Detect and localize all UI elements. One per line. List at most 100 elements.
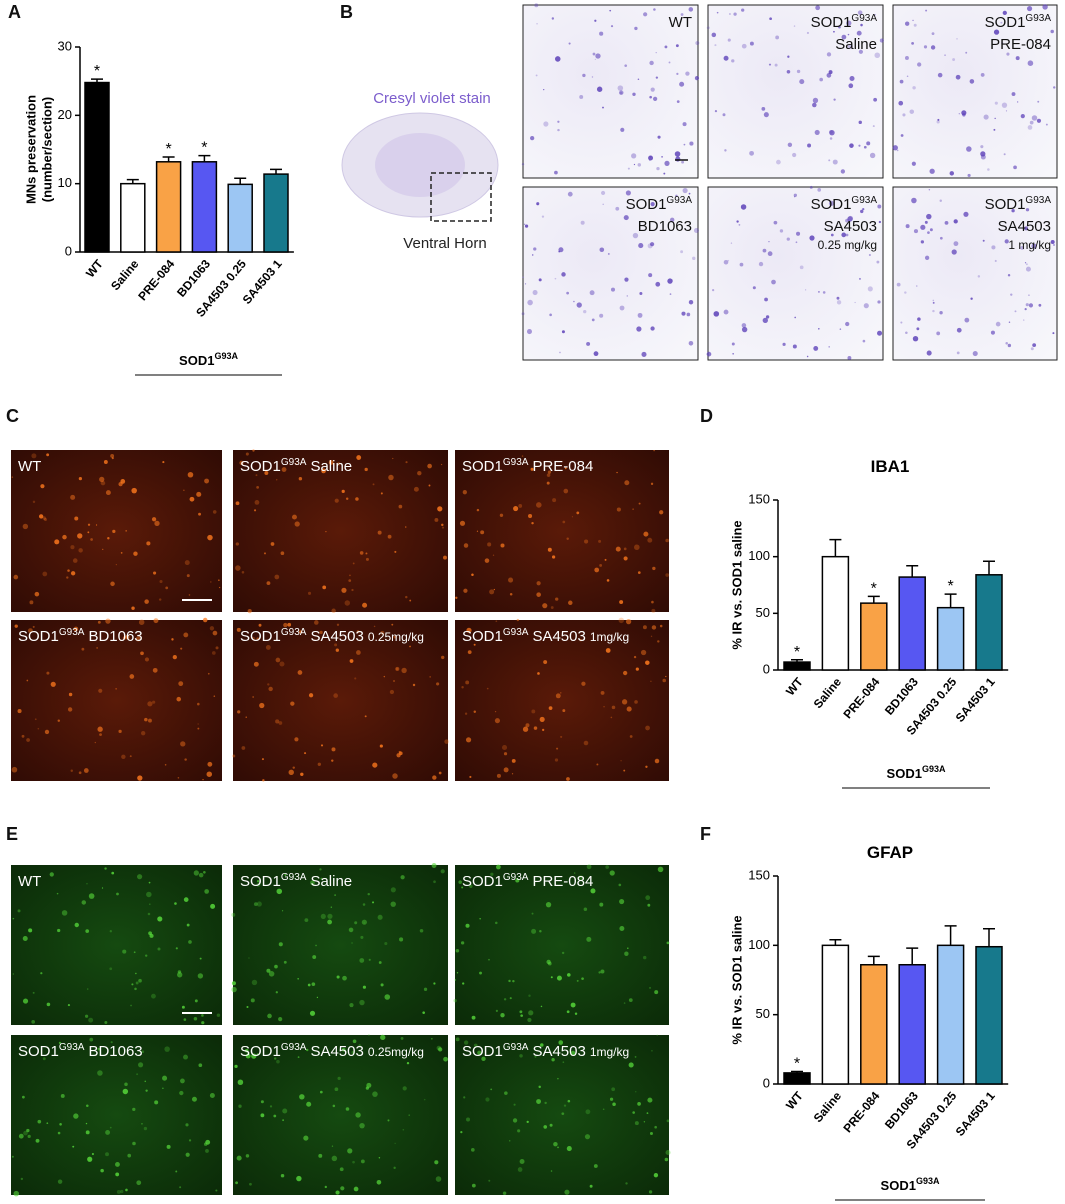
cell [937, 72, 943, 78]
micrograph [707, 4, 884, 179]
cell [818, 291, 820, 293]
cell [619, 91, 623, 95]
cell [651, 1050, 653, 1052]
cell [373, 625, 376, 628]
cell [730, 242, 733, 244]
cell [916, 327, 920, 331]
cell [508, 1140, 511, 1142]
cell [952, 58, 956, 62]
cell [105, 490, 111, 496]
cell [637, 1102, 641, 1106]
x-tick-label: WT [83, 256, 106, 280]
cell [731, 59, 735, 63]
cell [250, 998, 255, 1003]
cell [335, 648, 339, 652]
cell [188, 594, 191, 596]
cell [146, 891, 152, 898]
cell [661, 155, 663, 158]
panel-letter: A [8, 2, 21, 22]
cell [349, 1003, 354, 1008]
cell [345, 1107, 350, 1111]
cell [892, 145, 898, 151]
x-tick-label: PRE-084 [840, 675, 882, 722]
cell [967, 173, 971, 177]
cell [390, 887, 396, 893]
cell [297, 670, 303, 675]
cell [680, 250, 684, 254]
cell [380, 492, 383, 495]
cell [629, 735, 633, 738]
cell [463, 1040, 469, 1045]
significance: * [871, 580, 877, 597]
cell [794, 316, 797, 319]
cell [504, 1091, 508, 1095]
cell [358, 1044, 361, 1047]
cell [204, 889, 209, 894]
cell [171, 638, 174, 641]
cell [579, 95, 584, 99]
cell [266, 581, 271, 586]
cell [261, 758, 264, 761]
cell [1032, 343, 1037, 347]
cell [14, 624, 18, 628]
cell [596, 86, 603, 92]
micrograph [455, 450, 669, 612]
cell [695, 41, 700, 46]
cell [282, 1119, 284, 1122]
cell [463, 588, 468, 593]
cell [280, 551, 285, 556]
cell [522, 630, 525, 632]
cell [471, 1183, 476, 1188]
cell [521, 455, 524, 457]
cell [183, 632, 189, 638]
cell [595, 53, 601, 59]
label-sup: G93A [503, 1042, 529, 1053]
cell [560, 735, 563, 738]
cell [351, 588, 354, 592]
cell [645, 895, 651, 901]
group-label: SOD1G93A [887, 764, 946, 781]
cell [188, 1139, 192, 1142]
cell [980, 73, 985, 77]
cell [212, 510, 217, 514]
cell [731, 342, 735, 346]
cell [138, 978, 142, 983]
cell [642, 625, 647, 630]
cell [925, 9, 928, 12]
cell [912, 335, 919, 342]
cell [650, 326, 655, 331]
cell [676, 100, 680, 104]
cell [133, 951, 136, 954]
cell [522, 726, 529, 732]
cell [427, 463, 432, 469]
cell [716, 11, 719, 14]
cell [533, 726, 538, 730]
cell [96, 646, 99, 649]
cell [562, 709, 566, 713]
y-tick-label: 10 [58, 175, 72, 190]
cell [531, 928, 537, 934]
cell [1011, 92, 1016, 96]
y-tick-label: 150 [748, 491, 770, 506]
cell [484, 558, 490, 563]
cell [94, 741, 96, 744]
cell [669, 217, 675, 223]
cell [1038, 303, 1042, 307]
cell [620, 127, 625, 132]
cell [423, 987, 428, 991]
cell [494, 711, 497, 713]
cell [443, 555, 447, 560]
cell [896, 149, 899, 152]
cell [828, 200, 835, 206]
cell [288, 769, 294, 776]
cell [340, 1186, 345, 1191]
micrograph [11, 450, 222, 612]
cell [78, 477, 83, 481]
cell [185, 1152, 190, 1157]
cell [202, 778, 204, 781]
cell [550, 1170, 553, 1172]
cell [523, 223, 526, 226]
cell [524, 283, 527, 285]
cell [804, 289, 807, 291]
y-axis-label: % IR vs. SOD1 saline [729, 520, 744, 649]
